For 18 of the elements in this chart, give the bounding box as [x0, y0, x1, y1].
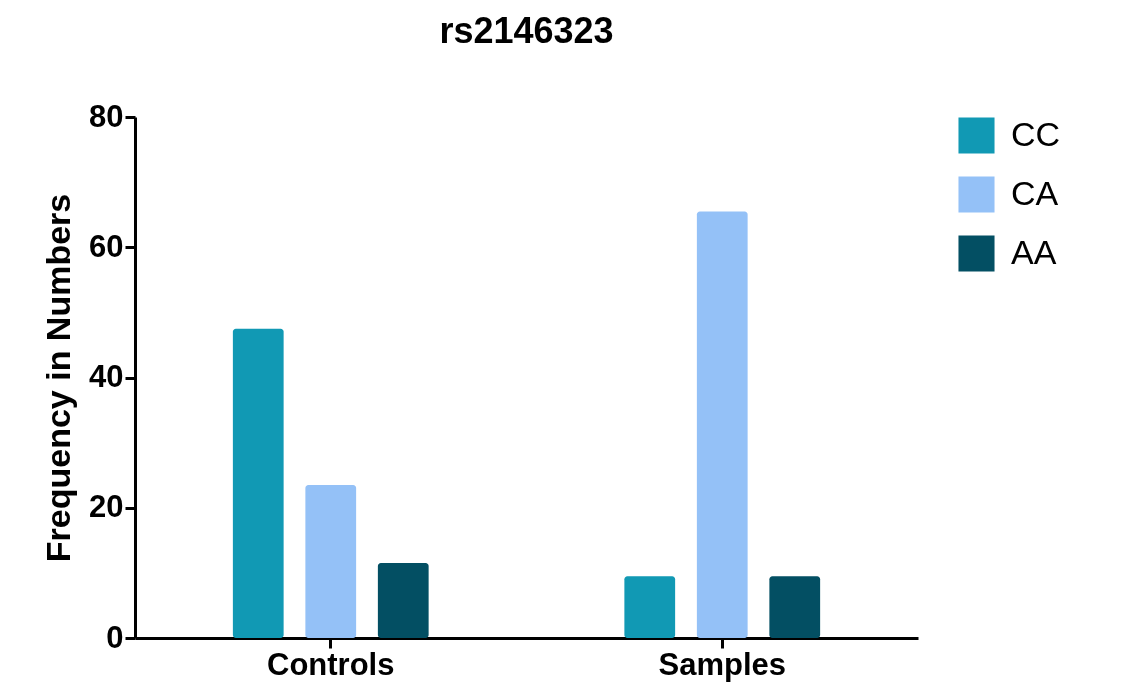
y-tick-label: 80	[89, 98, 124, 134]
legend-label: AA	[1011, 232, 1057, 271]
bar	[696, 211, 748, 638]
chart-title: rs2146323	[439, 10, 614, 51]
x-tick-label: Controls	[267, 646, 395, 682]
legend-label: CC	[1011, 114, 1061, 153]
bar	[377, 563, 429, 638]
y-tick-label: 40	[89, 359, 124, 394]
bar	[305, 484, 357, 638]
y-axis-title: Frequency in Numbers	[39, 193, 78, 563]
bar	[624, 576, 676, 638]
x-tick-label: Samples	[658, 646, 787, 682]
bar	[769, 576, 821, 638]
y-tick-label: 0	[106, 619, 124, 655]
y-tick-label: 20	[89, 489, 124, 525]
bar	[232, 328, 284, 638]
y-tick-label: 60	[89, 228, 124, 264]
legend-label: CA	[1011, 173, 1059, 212]
